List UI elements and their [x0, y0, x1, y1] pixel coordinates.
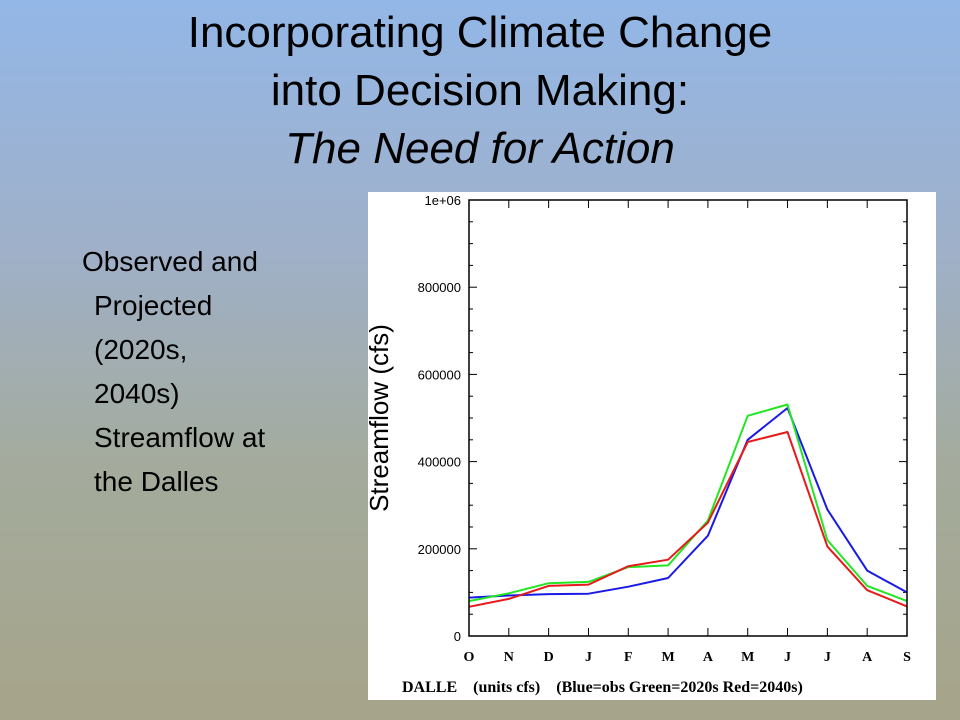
- x-tick-label: J: [784, 650, 791, 665]
- series-line-2: [468, 403, 908, 603]
- x-tick-label: O: [464, 650, 475, 665]
- streamflow-figure: 0 200000 400000 600000 800000 1e+06 O N D J F M A M J…: [368, 192, 936, 700]
- y-tick-label: 200000: [418, 542, 461, 557]
- slide-title: Incorporating Climate Change into Decisi…: [0, 4, 960, 178]
- chart-caption: DALLE (units cfs) (Blue=obs Green=2020s …: [402, 679, 803, 696]
- x-tick-label: D: [544, 650, 554, 665]
- x-tick-label: J: [824, 650, 831, 665]
- title-line-3: The Need for Action: [285, 124, 675, 173]
- y-tick-label: 600000: [418, 367, 461, 382]
- x-tick-label: S: [903, 650, 911, 665]
- bullet-text: Observed and Projected (2020s, 2040s) St…: [82, 240, 342, 504]
- bullet-first-line: Observed and: [82, 246, 258, 277]
- title-line-2: into Decision Making:: [270, 66, 690, 115]
- plot-frame: [468, 199, 908, 637]
- x-tick-label: M: [741, 650, 754, 665]
- y-tick-label: 0: [454, 629, 461, 644]
- x-tick-label: J: [585, 650, 592, 665]
- y-tick-label: 1e+06: [424, 193, 461, 208]
- y-tick-label: 800000: [418, 280, 461, 295]
- series-line-3: [468, 431, 908, 608]
- x-tick-label: A: [862, 650, 873, 665]
- streamflow-chart: 0 200000 400000 600000 800000 1e+06 O N D J F M A M J…: [368, 193, 911, 696]
- x-tick-label: N: [504, 650, 514, 665]
- series-line-1: [468, 407, 908, 599]
- x-tick-label: A: [703, 650, 714, 665]
- bullet-rest: Projected (2020s, 2040s) Streamflow at t…: [94, 290, 266, 497]
- title-line-1: Incorporating Climate Change: [187, 8, 773, 57]
- y-tick-label: 400000: [418, 455, 461, 470]
- x-tick-label: M: [661, 650, 674, 665]
- series-lines: [468, 403, 908, 608]
- x-tick-label: F: [624, 650, 633, 665]
- y-ticks: 0 200000 400000 600000 800000 1e+06: [418, 193, 907, 644]
- y-axis-label: Streamflow (cfs): [368, 324, 394, 512]
